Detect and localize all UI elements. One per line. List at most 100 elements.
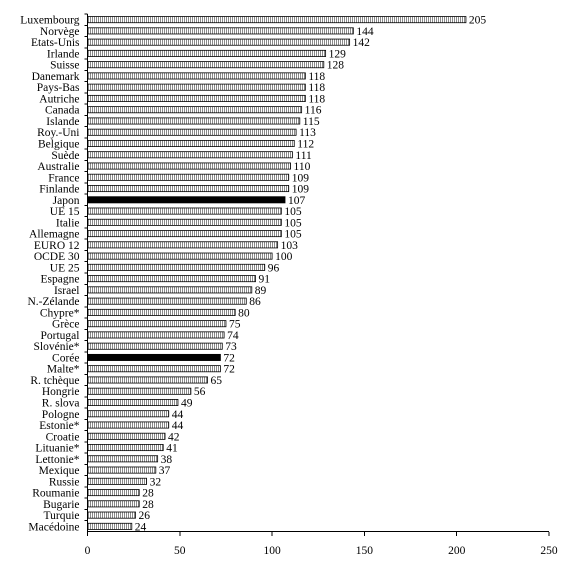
category-label: Estonie* <box>39 420 79 432</box>
bar <box>87 297 247 305</box>
x-tick-label: 200 <box>448 545 466 557</box>
bar <box>87 387 192 395</box>
category-label: Slovénie* <box>34 341 80 353</box>
bar <box>87 522 133 530</box>
value-label: 105 <box>284 229 302 241</box>
value-label: 109 <box>292 184 310 196</box>
bar <box>87 72 306 80</box>
value-label: 32 <box>150 476 162 488</box>
bar <box>87 398 179 406</box>
category-label: Danemark <box>32 71 80 83</box>
value-label: 142 <box>353 37 371 49</box>
bar <box>87 185 290 193</box>
category-label: Autriche <box>39 93 79 105</box>
category-label: UE 25 <box>50 262 80 274</box>
bar <box>87 83 306 91</box>
value-label: 73 <box>225 341 237 353</box>
category-label: Norvège <box>40 26 80 38</box>
category-label: R. tchèque <box>30 375 79 387</box>
category-label: Canada <box>45 105 79 117</box>
value-label: 56 <box>194 386 206 398</box>
category-label: Allemagne <box>29 229 79 241</box>
value-label: 129 <box>329 48 347 60</box>
value-label: 44 <box>172 420 184 432</box>
bar <box>87 230 282 238</box>
category-label: Israel <box>54 285 80 297</box>
bar <box>87 263 266 271</box>
x-tick-label: 0 <box>85 545 91 557</box>
bar <box>87 511 136 519</box>
value-label: 89 <box>255 285 267 297</box>
bar <box>87 106 303 114</box>
bar <box>87 410 170 418</box>
value-label: 75 <box>229 319 241 331</box>
bar <box>87 218 282 226</box>
category-label: Roy.-Uni <box>37 127 79 139</box>
bar <box>87 500 140 508</box>
x-tick-label: 250 <box>540 545 558 557</box>
bar <box>87 286 253 294</box>
bar <box>87 61 325 69</box>
category-label: Hongrie <box>42 386 80 398</box>
category-label: Suisse <box>50 60 79 72</box>
x-tick-label: 150 <box>356 545 374 557</box>
category-label: Suède <box>51 150 79 162</box>
bar <box>87 117 301 125</box>
value-label: 118 <box>308 93 325 105</box>
value-label: 72 <box>223 352 235 364</box>
value-label: 115 <box>303 116 320 128</box>
value-label: 80 <box>238 307 250 319</box>
bar <box>87 207 282 215</box>
value-label: 110 <box>294 161 311 173</box>
value-label: 96 <box>268 262 280 274</box>
category-label: Grèce <box>52 319 79 331</box>
bar <box>87 444 164 452</box>
bar <box>87 466 157 474</box>
value-label: 74 <box>227 330 239 342</box>
value-label: 72 <box>223 364 235 376</box>
category-label: Finlande <box>39 184 79 196</box>
category-label: UE 15 <box>50 206 80 218</box>
bar <box>87 331 225 339</box>
value-label: 28 <box>142 488 154 500</box>
value-label: 113 <box>299 127 316 139</box>
value-label: 128 <box>327 60 345 72</box>
bar <box>87 38 351 46</box>
value-label: 28 <box>142 499 154 511</box>
value-label: 205 <box>469 15 487 27</box>
value-label: 111 <box>295 150 312 162</box>
category-label: Portugal <box>41 330 80 342</box>
value-label: 38 <box>161 454 173 466</box>
bar <box>87 342 223 350</box>
value-label: 42 <box>168 431 180 443</box>
value-label: 112 <box>297 139 314 151</box>
x-tick-label: 50 <box>174 545 186 557</box>
bar <box>87 173 290 181</box>
category-labels: LuxembourgNorvègeEtats-UnisIrlandeSuisse… <box>20 15 80 534</box>
category-label: EURO 12 <box>34 240 80 252</box>
value-label: 44 <box>172 409 184 421</box>
value-label: 105 <box>284 217 302 229</box>
value-label: 105 <box>284 206 302 218</box>
bar <box>87 139 295 147</box>
bar <box>87 421 170 429</box>
bar <box>87 16 467 24</box>
category-label: Italie <box>56 217 80 229</box>
value-label: 118 <box>308 82 325 94</box>
bar <box>87 252 273 260</box>
value-label: 24 <box>135 521 147 533</box>
bar <box>87 275 256 283</box>
category-label: Macédoine <box>28 521 79 533</box>
value-label: 109 <box>292 172 310 184</box>
bar <box>87 162 291 170</box>
value-label: 41 <box>166 443 178 455</box>
value-label: 86 <box>249 296 261 308</box>
x-axis-ticks: 0 50 100 150 200 250 <box>84 13 558 557</box>
category-label: France <box>48 172 79 184</box>
value-label: 37 <box>159 465 171 477</box>
bar <box>87 241 279 249</box>
category-label: Roumanie <box>32 488 79 500</box>
value-label: 91 <box>258 274 270 286</box>
value-label: 100 <box>275 251 293 263</box>
